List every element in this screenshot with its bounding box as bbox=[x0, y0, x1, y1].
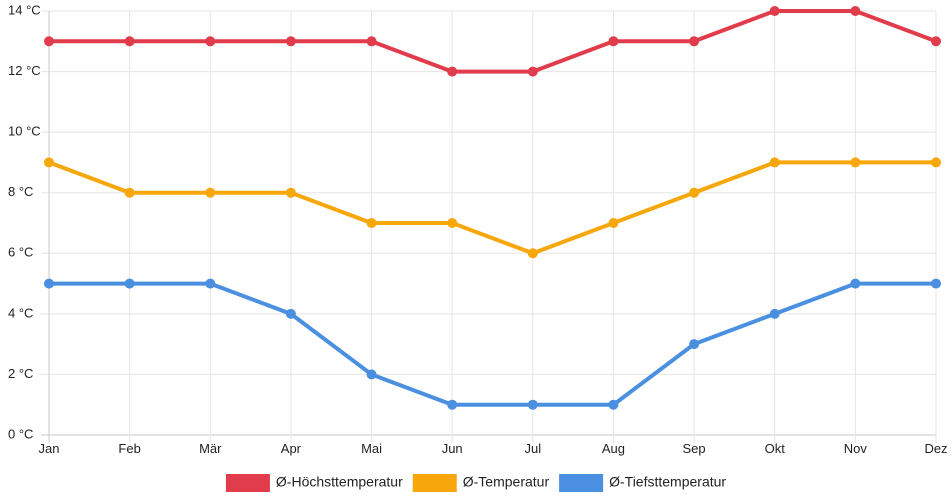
y-tick-label: 14 °C bbox=[8, 2, 41, 17]
legend-label: Ø-Höchsttemperatur bbox=[276, 474, 403, 490]
x-tick-label: Feb bbox=[118, 441, 140, 456]
y-tick-label: 12 °C bbox=[8, 63, 41, 78]
data-point bbox=[124, 278, 135, 289]
x-tick-label: Aug bbox=[602, 441, 625, 456]
data-point bbox=[205, 36, 216, 47]
data-point bbox=[769, 157, 780, 168]
data-point bbox=[447, 399, 458, 410]
data-point bbox=[769, 308, 780, 319]
legend-swatch bbox=[559, 474, 604, 492]
data-point bbox=[366, 218, 377, 228]
data-point bbox=[447, 218, 458, 228]
y-tick-label: 2 °C bbox=[8, 366, 33, 381]
data-point bbox=[366, 36, 377, 47]
legend-label: Ø-Tiefsttemperatur bbox=[609, 474, 726, 490]
data-series bbox=[44, 6, 941, 410]
data-point bbox=[850, 278, 861, 289]
y-tick-label: 6 °C bbox=[8, 245, 33, 260]
series-line bbox=[47, 9, 938, 74]
series-line bbox=[47, 160, 938, 256]
data-point bbox=[931, 278, 941, 289]
x-tick-label: Jun bbox=[442, 441, 463, 456]
legend-item: Ø-Höchsttemperatur bbox=[225, 474, 403, 492]
series-3 bbox=[44, 278, 941, 410]
legend-label: Ø-Temperatur bbox=[463, 474, 550, 490]
y-tick-label: 0 °C bbox=[8, 426, 33, 441]
data-point bbox=[850, 157, 861, 168]
y-tick-label: 4 °C bbox=[8, 305, 33, 320]
data-point bbox=[527, 248, 538, 259]
data-point bbox=[366, 369, 377, 380]
x-tick-label: Sep bbox=[683, 441, 706, 456]
x-tick-label: Nov bbox=[844, 441, 868, 456]
x-tick-label: Jul bbox=[525, 441, 542, 456]
x-tick-label: Mär bbox=[199, 441, 222, 456]
data-point bbox=[608, 36, 619, 47]
y-tick-label: 10 °C bbox=[8, 124, 41, 139]
series-line bbox=[47, 281, 938, 407]
data-point bbox=[689, 36, 700, 47]
series-2 bbox=[44, 157, 941, 259]
data-point bbox=[447, 66, 458, 77]
data-point bbox=[285, 308, 296, 319]
data-point bbox=[769, 6, 780, 16]
data-point bbox=[527, 399, 538, 410]
data-point bbox=[689, 339, 700, 350]
data-point bbox=[285, 36, 296, 47]
x-tick-label: Mai bbox=[361, 441, 382, 456]
data-point bbox=[124, 36, 135, 47]
data-point bbox=[608, 399, 619, 410]
data-point bbox=[850, 6, 861, 16]
data-point bbox=[689, 187, 700, 198]
data-point bbox=[527, 66, 538, 77]
y-tick-label: 8 °C bbox=[8, 184, 33, 199]
data-point bbox=[608, 218, 619, 228]
data-point bbox=[44, 157, 54, 168]
legend-swatch bbox=[225, 474, 270, 492]
legend-item: Ø-Tiefsttemperatur bbox=[559, 474, 726, 492]
data-point bbox=[205, 278, 216, 289]
axes: 0 °C 2 °C 4 °C 6 °C 8 °C 10 °C 12 °C 14 °C Jan Fe… bbox=[8, 2, 948, 456]
data-point bbox=[205, 187, 216, 198]
data-point bbox=[44, 36, 54, 47]
data-point bbox=[931, 157, 941, 168]
x-tick-label: Jan bbox=[39, 441, 60, 456]
x-tick-label: Apr bbox=[281, 441, 302, 456]
legend-swatch bbox=[412, 474, 457, 492]
legend: Ø-Höchsttemperatur Ø-Temperatur Ø-Tiefstte… bbox=[225, 474, 726, 492]
data-point bbox=[285, 187, 296, 198]
legend-item: Ø-Temperatur bbox=[412, 474, 550, 492]
data-point bbox=[44, 278, 54, 289]
data-point bbox=[124, 187, 135, 198]
x-tick-label: Dez bbox=[924, 441, 947, 456]
series-1 bbox=[44, 6, 941, 77]
x-tick-label: Okt bbox=[765, 441, 786, 456]
data-point bbox=[931, 36, 941, 47]
grid-lines bbox=[41, 10, 937, 443]
